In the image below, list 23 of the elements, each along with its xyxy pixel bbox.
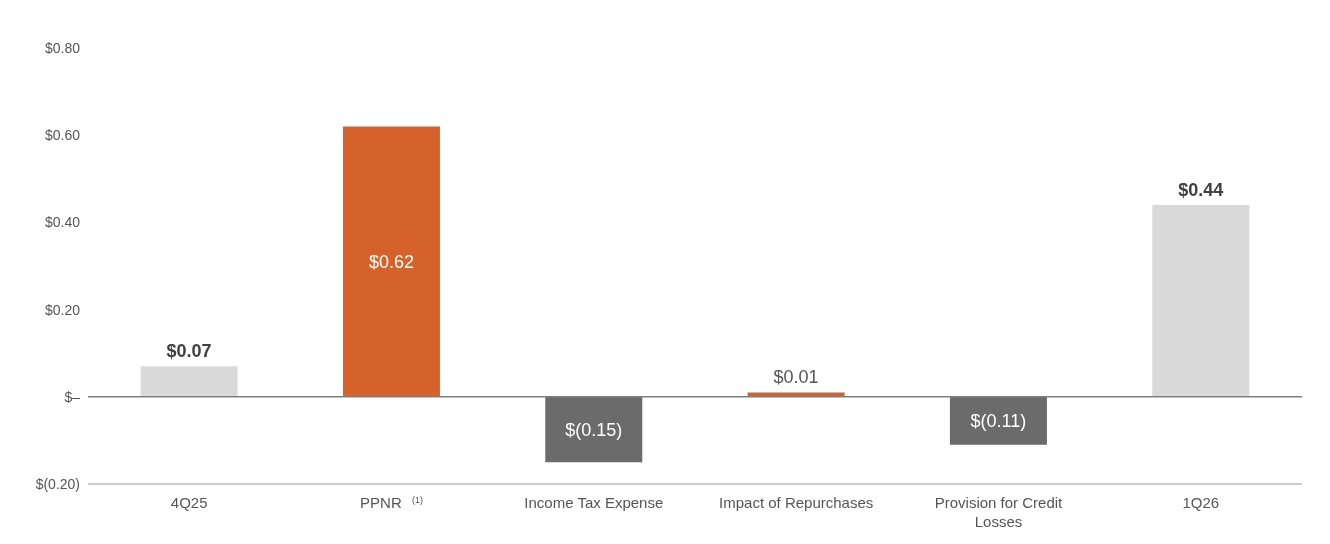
x-tick-label: Impact of Repurchases (719, 494, 874, 511)
bar (140, 366, 238, 397)
y-tick-label: $0.20 (44, 301, 81, 318)
x-tick-label: Provision for Credit Losses (934, 494, 1064, 530)
y-tick-label: $0.60 (44, 127, 81, 144)
x-tick-label: 4Q25 (170, 494, 208, 511)
data-label: $0.62 (368, 251, 414, 272)
bar (1152, 204, 1250, 397)
x-tick-label: PPNR $^{(1)}$ (360, 494, 423, 511)
bar (342, 126, 440, 397)
data-label: $0.44 (1178, 179, 1224, 200)
bar (545, 396, 643, 463)
y-tick-label: $– (64, 388, 81, 405)
data-label: $0.07 (166, 341, 212, 362)
data-label: $0.01 (773, 367, 819, 388)
y-tick-label: $(0.20) (35, 475, 80, 492)
bar (949, 396, 1047, 445)
x-tick-label: 1Q26 (1182, 494, 1220, 511)
y-tick-label: $0.80 (44, 39, 81, 56)
x-tick-label: Income Tax Expense (524, 494, 664, 511)
data-label: $(0.15) (565, 419, 623, 440)
y-tick-label: $0.40 (44, 214, 81, 231)
data-label: $(0.11) (970, 410, 1027, 431)
